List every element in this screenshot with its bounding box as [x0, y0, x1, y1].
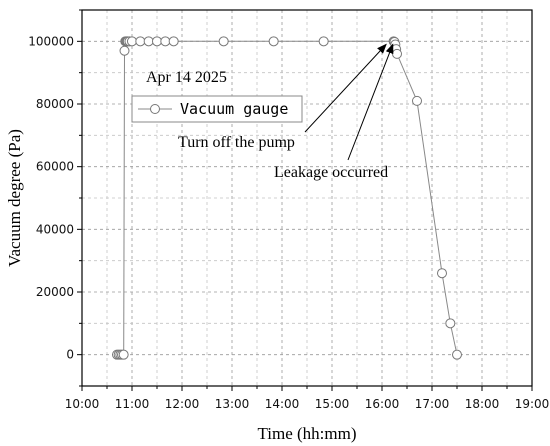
- annotations: Turn off the pump Leakage occurred: [178, 43, 394, 181]
- data-point: [437, 268, 447, 279]
- annotation-pump-off-text: Turn off the pump: [178, 134, 295, 151]
- ticks: [77, 9, 533, 391]
- x-tick-label: 18:00: [465, 397, 500, 411]
- y-tick-label: 80000: [36, 97, 74, 111]
- annotation-arrow: [347, 43, 394, 161]
- legend-marker: [150, 104, 160, 114]
- data-point: [135, 36, 146, 47]
- data-point: [218, 36, 229, 47]
- grid: [82, 10, 532, 386]
- data-point: [127, 36, 137, 47]
- data-point: [412, 95, 422, 106]
- x-tick-label: 14:00: [265, 397, 300, 411]
- tick-labels: 10:00 11:00 12:00 13:00 14:00 15:00 16:00 17:00…: [28, 34, 549, 411]
- y-tick-label: 40000: [36, 222, 74, 236]
- x-tick-label: 17:00: [415, 397, 450, 411]
- x-axis-title: Time (hh:mm): [257, 424, 356, 443]
- date-label: Apr 14 2025: [146, 69, 227, 86]
- legend-label: Vacuum gauge: [180, 100, 288, 118]
- data-point: [318, 36, 329, 47]
- data-point: [168, 36, 179, 47]
- y-tick-label: 20000: [36, 285, 74, 299]
- y-tick-label: 0: [66, 348, 74, 362]
- data-point: [452, 349, 462, 360]
- data-point: [268, 36, 279, 47]
- x-tick-label: 16:00: [365, 397, 400, 411]
- x-tick-label: 12:00: [165, 397, 200, 411]
- y-tick-label: 60000: [36, 160, 74, 174]
- y-axis-title: Vacuum degree (Pa): [5, 129, 24, 267]
- data-point: [118, 349, 129, 360]
- x-tick-label: 13:00: [215, 397, 250, 411]
- data-point: [445, 318, 456, 329]
- data-point: [119, 45, 130, 56]
- x-tick-label: 11:00: [115, 397, 150, 411]
- annotation-arrow: [304, 43, 387, 133]
- y-tick-label: 100000: [28, 34, 74, 48]
- x-tick-label: 15:00: [315, 397, 350, 411]
- data-point: [143, 36, 154, 47]
- legend: Vacuum gauge: [131, 95, 303, 123]
- series-layer: [112, 36, 462, 360]
- x-tick-label: 19:00: [515, 397, 550, 411]
- annotation-leakage-text: Leakage occurred: [274, 164, 388, 181]
- x-tick-label: 10:00: [65, 397, 100, 411]
- data-point: [152, 36, 162, 47]
- data-point: [392, 48, 402, 59]
- data-point: [160, 36, 171, 47]
